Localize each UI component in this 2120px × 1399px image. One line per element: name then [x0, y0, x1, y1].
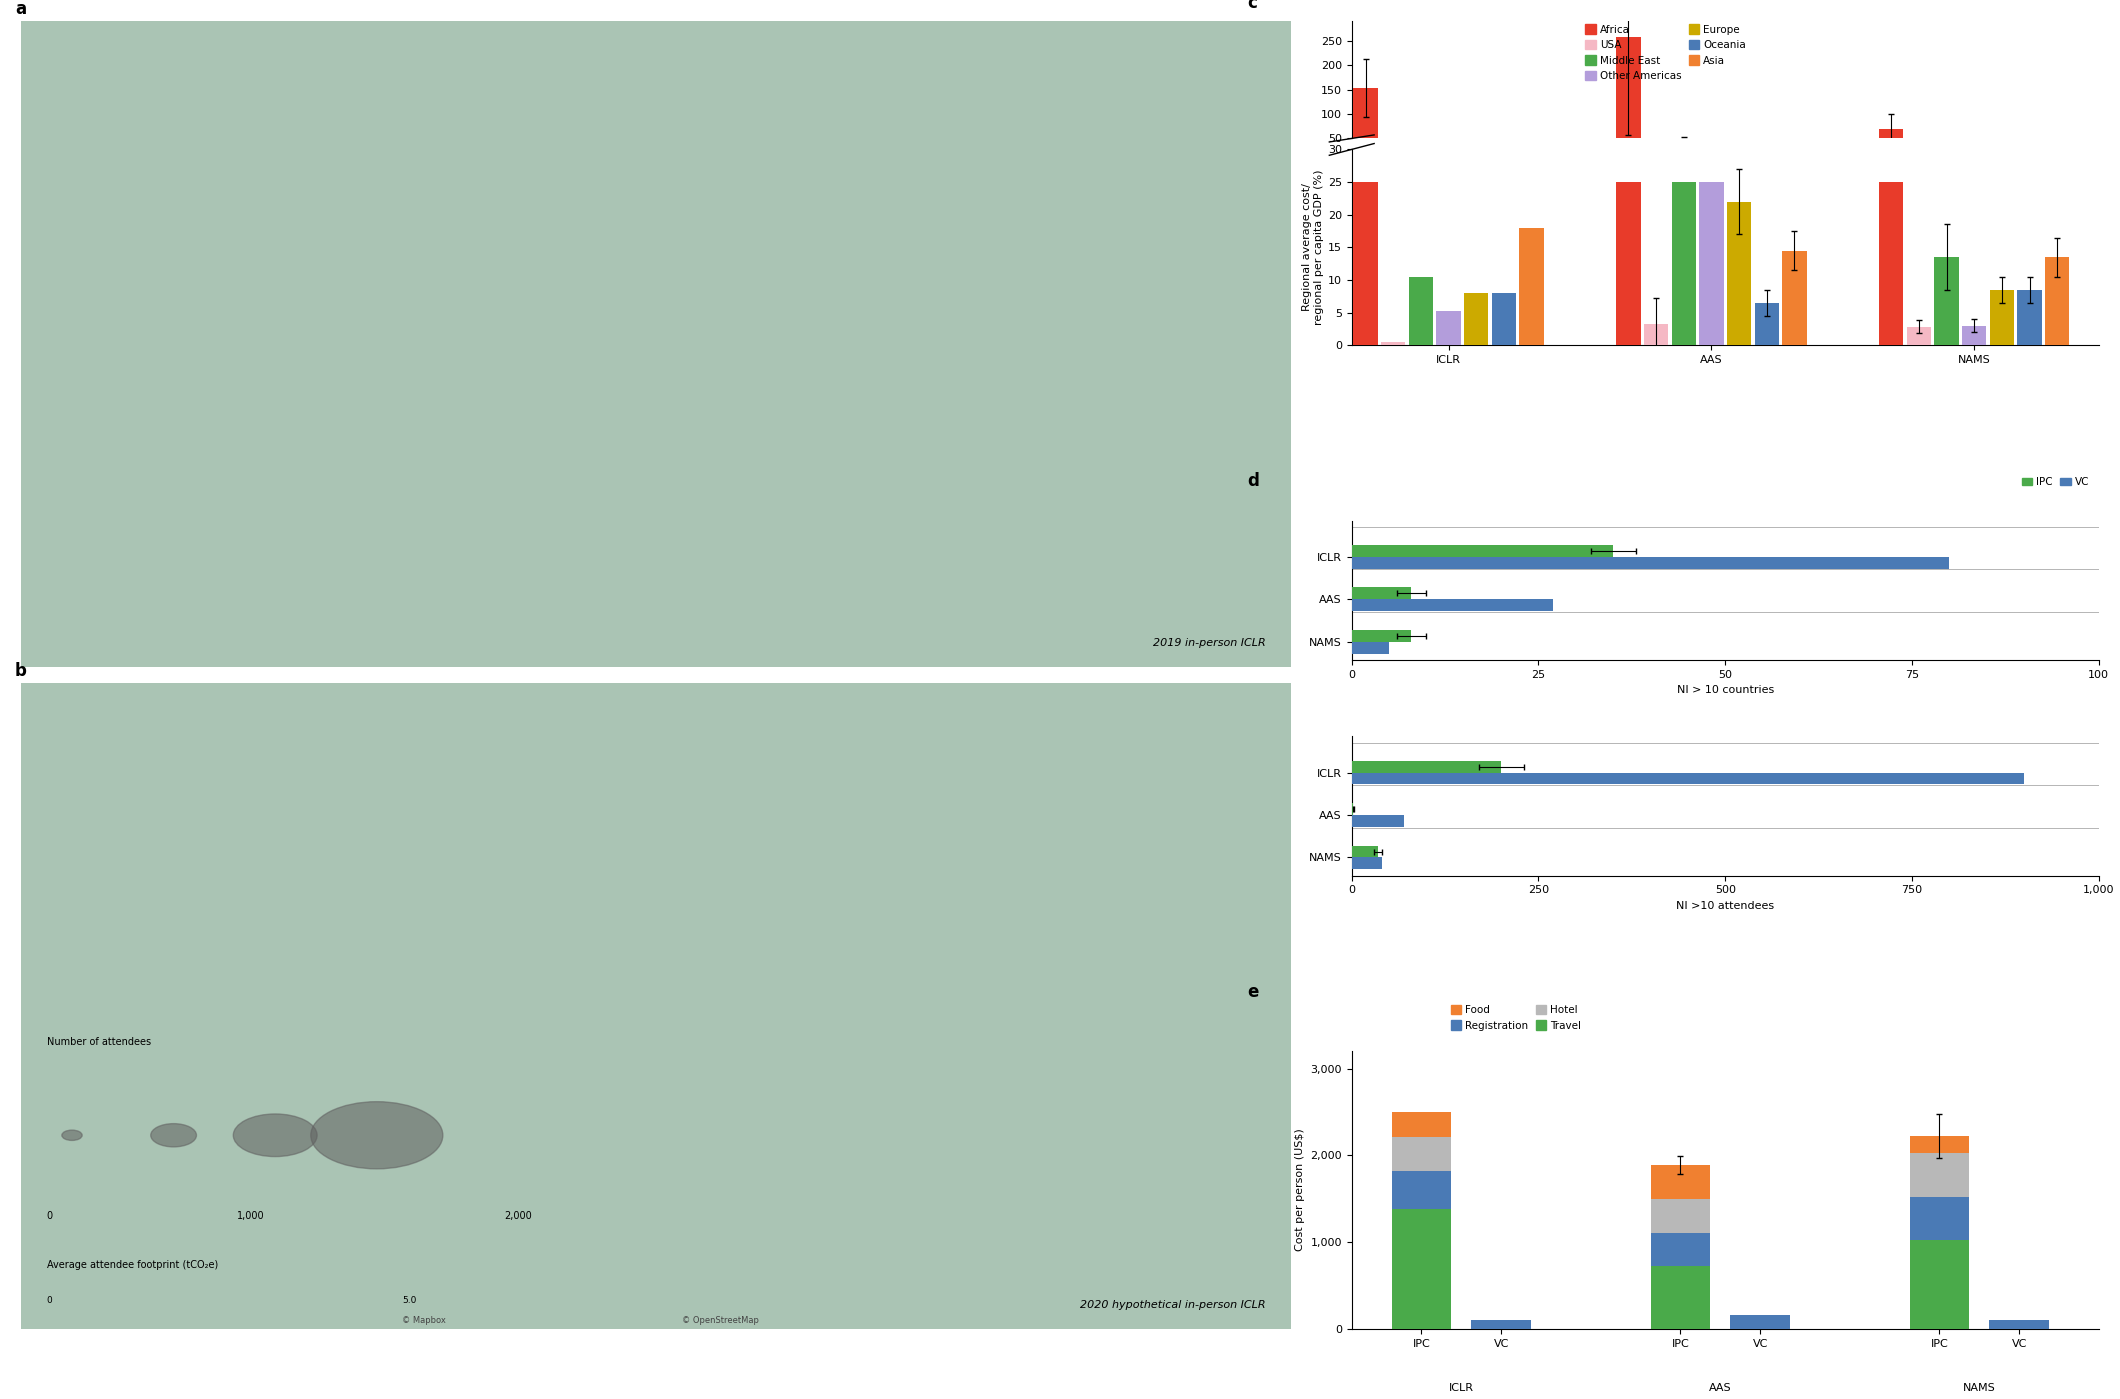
Bar: [1963, 326, 1986, 346]
Bar: [1651, 1233, 1711, 1266]
Bar: [1728, 201, 1751, 346]
Bar: [1353, 88, 1378, 162]
Bar: [1353, 772, 2025, 785]
Bar: [1651, 1199, 1711, 1233]
Text: Average attendee footprint (tCO₂e): Average attendee footprint (tCO₂e): [47, 1259, 218, 1270]
Bar: [1643, 325, 1668, 346]
Circle shape: [61, 1130, 83, 1140]
Text: b: b: [15, 662, 28, 680]
Text: c: c: [1247, 0, 1257, 11]
Bar: [1353, 588, 1412, 599]
Legend: Africa, USA, Middle East, Other Americas, Europe, Oceania, Asia: Africa, USA, Middle East, Other Americas…: [1582, 21, 1751, 85]
Bar: [1615, 36, 1641, 162]
Bar: [1465, 292, 1488, 346]
Bar: [1391, 1209, 1452, 1329]
Text: Number of attendees: Number of attendees: [47, 1037, 151, 1046]
Bar: [1651, 1266, 1711, 1329]
Bar: [2046, 257, 2069, 346]
Text: a: a: [15, 0, 25, 18]
Bar: [1615, 182, 1641, 346]
Circle shape: [151, 1123, 197, 1147]
Legend: IPC, VC: IPC, VC: [2018, 473, 2095, 491]
Text: AAS: AAS: [1709, 1382, 1732, 1393]
Bar: [1437, 311, 1461, 346]
Bar: [1700, 150, 1724, 162]
Text: e: e: [1247, 983, 1259, 1002]
Bar: [1906, 327, 1931, 346]
Text: 5.0: 5.0: [403, 1297, 418, 1305]
Text: ICLR: ICLR: [1448, 1382, 1473, 1393]
Bar: [1730, 1315, 1789, 1329]
Y-axis label: Regional average cost/
regional per capita GDP (%): Regional average cost/ regional per capi…: [1302, 169, 1323, 325]
X-axis label: NI > 10 countries: NI > 10 countries: [1677, 686, 1774, 695]
Bar: [1651, 1165, 1711, 1199]
Bar: [1353, 816, 1403, 827]
Bar: [1933, 257, 1959, 346]
Text: 1,000: 1,000: [237, 1212, 265, 1221]
Text: 2,000: 2,000: [505, 1212, 532, 1221]
Text: © Mapbox: © Mapbox: [403, 1315, 445, 1325]
Text: 2019 in-person ICLR: 2019 in-person ICLR: [1153, 638, 1266, 648]
Text: 0: 0: [47, 1212, 53, 1221]
Bar: [1391, 1137, 1452, 1171]
Bar: [1353, 182, 1378, 346]
Bar: [1991, 290, 2014, 346]
Text: © OpenStreetMap: © OpenStreetMap: [683, 1315, 759, 1325]
Bar: [1353, 761, 1501, 772]
Bar: [1520, 228, 1543, 346]
Bar: [1492, 292, 1516, 346]
Text: d: d: [1247, 471, 1259, 490]
Bar: [1353, 544, 1613, 557]
Circle shape: [233, 1114, 318, 1157]
Bar: [1989, 1321, 2050, 1329]
Bar: [1700, 182, 1724, 346]
Bar: [1878, 129, 1904, 162]
Text: NAMS: NAMS: [1963, 1382, 1995, 1393]
Bar: [1910, 1153, 1969, 1198]
Bar: [1391, 1112, 1452, 1137]
Bar: [1391, 1171, 1452, 1209]
Bar: [1878, 182, 1904, 346]
Bar: [1353, 599, 1554, 611]
Bar: [1353, 858, 1382, 869]
Y-axis label: Cost per person (US$): Cost per person (US$): [1295, 1129, 1304, 1252]
Bar: [1353, 557, 1950, 568]
Bar: [1910, 1136, 1969, 1153]
Circle shape: [312, 1101, 443, 1168]
Bar: [1353, 845, 1378, 858]
Bar: [2018, 290, 2042, 346]
Bar: [1353, 630, 1412, 642]
Bar: [1671, 141, 1696, 162]
Bar: [1755, 302, 1779, 346]
X-axis label: NI >10 attendees: NI >10 attendees: [1677, 901, 1774, 911]
Bar: [1783, 250, 1806, 346]
Bar: [1910, 1198, 1969, 1241]
Bar: [1353, 642, 1389, 653]
Bar: [1910, 1241, 1969, 1329]
Bar: [1380, 341, 1406, 346]
Legend: Food, Registration, Hotel, Travel: Food, Registration, Hotel, Travel: [1446, 1000, 1586, 1035]
Bar: [1471, 1321, 1531, 1329]
Text: 2020 hypothetical in-person ICLR: 2020 hypothetical in-person ICLR: [1081, 1300, 1266, 1309]
Text: 0: 0: [47, 1297, 53, 1305]
Bar: [1671, 182, 1696, 346]
Bar: [1408, 277, 1433, 346]
